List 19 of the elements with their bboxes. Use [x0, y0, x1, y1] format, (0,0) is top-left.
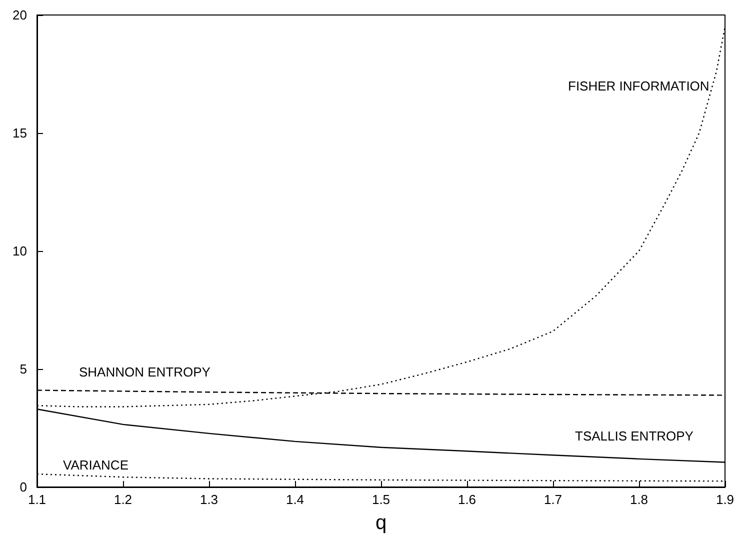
x-axis-title: q — [375, 512, 387, 534]
x-tick-label: 1.9 — [716, 492, 734, 507]
y-tick-label: 20 — [12, 8, 27, 22]
y-tick-label: 0 — [20, 480, 27, 494]
series-label: VARIANCE — [63, 458, 129, 472]
x-tick-label: 1.3 — [200, 492, 218, 507]
x-tick-label: 1.2 — [114, 492, 132, 507]
y-tick-label: 5 — [20, 362, 27, 376]
x-tick-label: 1.5 — [372, 492, 390, 507]
y-tick-label: 10 — [12, 244, 27, 258]
x-tick-label: 1.6 — [458, 492, 476, 507]
x-tick-label: 1.8 — [630, 492, 648, 507]
x-tick-label: 1.7 — [544, 492, 562, 507]
series-label: FISHER INFORMATION — [568, 78, 710, 94]
y-tick-label: 15 — [12, 126, 27, 140]
x-tick-label: 1.1 — [28, 492, 46, 507]
series-label: SHANNON ENTROPY — [79, 364, 211, 380]
series-label: TSALLIS ENTROPY — [575, 428, 694, 444]
x-tick-label: 1.4 — [286, 492, 304, 507]
